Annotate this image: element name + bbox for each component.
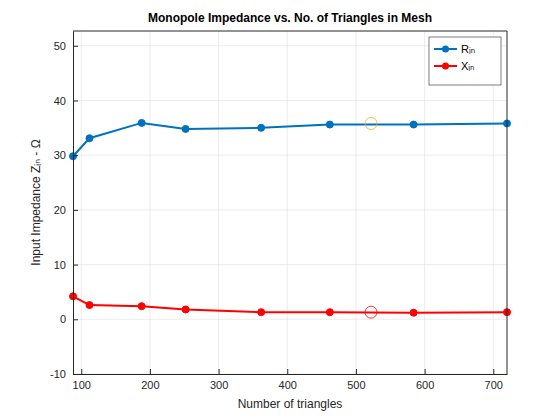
x-tick-label: 200 [141, 379, 159, 391]
y-tick-label: 30 [54, 149, 66, 161]
y-tick-mark [73, 155, 78, 156]
grid-line-x [149, 31, 150, 374]
x-tick-mark [219, 369, 220, 374]
x-tick-mark [356, 369, 357, 374]
y-tick-label: 0 [60, 313, 66, 325]
y-tick-label: -10 [50, 368, 66, 380]
x-axis-line [74, 374, 508, 375]
x-tick-mark [81, 369, 82, 374]
annotation-marker [365, 117, 377, 129]
y-tick-label: 10 [54, 259, 66, 271]
x-tick: 700 [485, 369, 503, 391]
y-tick-mark [73, 100, 78, 101]
x-tick-mark [287, 369, 288, 374]
background [0, 0, 560, 420]
series-line [73, 123, 507, 156]
y-tick: -10 [50, 368, 78, 380]
chart-svg: 100 200 300 400 500 600 700 -10 0 10 20 30 40 50 Monop… [0, 0, 560, 420]
chart-title: Monopole Impedance vs. No. of Triangles … [148, 11, 432, 25]
grid-line-y [73, 319, 507, 320]
frame-right [507, 31, 508, 374]
grid-line-y [73, 209, 507, 210]
y-tick-label: 40 [54, 94, 66, 106]
grid-line-x [81, 31, 82, 374]
y-tick: 30 [54, 149, 78, 161]
y-axis-line [73, 32, 74, 375]
point-marker [86, 135, 93, 142]
grid-line-x [218, 31, 219, 374]
y-tick-mark [73, 210, 78, 211]
x-tick-label: 100 [73, 379, 91, 391]
legend-swatch-marker [442, 63, 449, 70]
y-axis: -10 0 10 20 30 40 50 [50, 32, 78, 381]
legend-swatch-marker [442, 46, 449, 53]
point-marker [410, 309, 417, 316]
point-marker [258, 309, 265, 316]
plot-area [73, 31, 507, 374]
x-axis: 100 200 300 400 500 600 700 [73, 369, 508, 391]
x-axis-title: Number of triangles [238, 397, 343, 411]
x-tick-mark [493, 369, 494, 374]
point-marker [86, 302, 93, 309]
grid-line-x [287, 31, 288, 374]
y-tick-mark [73, 265, 78, 266]
x-tick-label: 700 [485, 379, 503, 391]
y-tick-label: 50 [54, 40, 66, 52]
x-tick-label: 300 [210, 379, 228, 391]
y-tick: 20 [54, 204, 78, 216]
point-marker [182, 125, 189, 132]
point-marker [258, 124, 265, 131]
chart-container: 100 200 300 400 500 600 700 -10 0 10 20 30 40 50 Monop… [0, 0, 560, 420]
y-axis-title: Input Impedance Zᵢₙ - Ω [29, 139, 43, 265]
y-tick-mark [73, 319, 78, 320]
legend-label: Rᵢₙ [461, 43, 475, 55]
grid [73, 31, 507, 374]
x-tick-label: 600 [416, 379, 434, 391]
y-tick-mark [73, 46, 78, 47]
point-marker [326, 121, 333, 128]
grid-line-y [73, 374, 507, 375]
grid-line-y [73, 100, 507, 101]
x-tick: 100 [73, 369, 91, 391]
x-tick-label: 400 [279, 379, 297, 391]
x-tick: 400 [279, 369, 297, 391]
annotation-marker [365, 306, 377, 318]
x-tick-mark [150, 369, 151, 374]
y-tick: 0 [60, 313, 78, 325]
y-tick-mark [73, 374, 78, 375]
y-tick: 40 [54, 94, 78, 106]
grid-line-x [424, 31, 425, 374]
legend-label: Xᵢₙ [461, 60, 474, 72]
x-tick: 600 [416, 369, 434, 391]
y-tick: 50 [54, 40, 78, 52]
x-tick-mark [425, 369, 426, 374]
x-tick: 200 [141, 369, 159, 391]
grid-line-x [355, 31, 356, 374]
point-marker [182, 306, 189, 313]
x-tick: 300 [210, 369, 228, 391]
point-marker [326, 309, 333, 316]
frame-top [73, 31, 507, 32]
grid-line-y [73, 264, 507, 265]
legend: Rᵢₙ Xᵢₙ [429, 37, 501, 85]
series-line [73, 296, 507, 312]
plot-marks [70, 117, 511, 318]
legend-box [429, 37, 501, 85]
y-tick-label: 20 [54, 204, 66, 216]
x-tick: 500 [347, 369, 365, 391]
x-tick-label: 500 [347, 379, 365, 391]
point-marker [410, 121, 417, 128]
y-tick: 10 [54, 259, 78, 271]
grid-line-y [73, 155, 507, 156]
point-marker [138, 303, 145, 310]
point-marker [138, 119, 145, 126]
